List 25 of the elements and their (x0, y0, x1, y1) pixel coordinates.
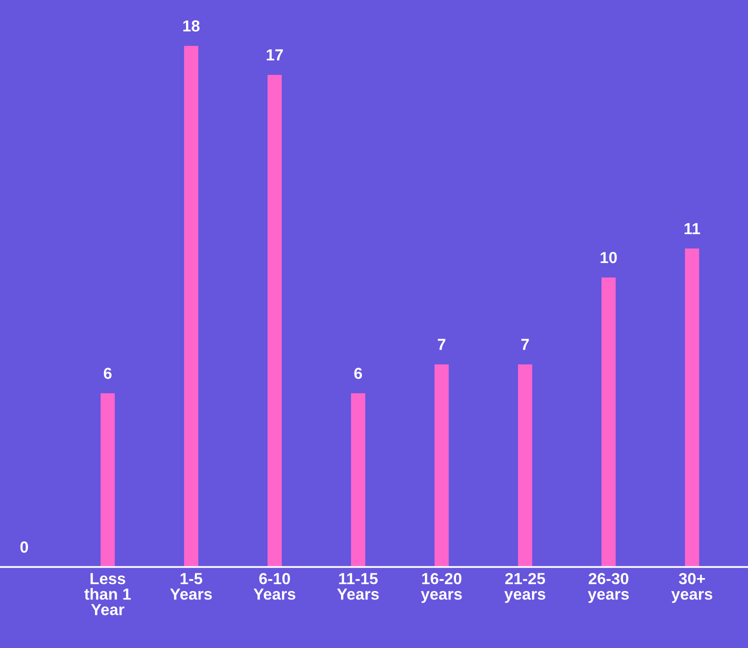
x-tick-label: 11-15 Years (337, 573, 379, 600)
bar (184, 46, 198, 567)
data-label: 6 (354, 368, 362, 380)
x-tick-label: 21-25 years (504, 572, 546, 603)
data-label: 7 (438, 338, 446, 350)
x-tick-label: 6-10 Years (254, 572, 296, 600)
data-label: 10 (600, 252, 617, 264)
data-label: 11 (684, 223, 700, 234)
bar (268, 74, 282, 567)
data-label: 6 (104, 368, 112, 380)
bar (351, 393, 366, 567)
bar (601, 277, 616, 567)
bar (434, 364, 449, 567)
x-tick-label: 16-20 years (420, 572, 462, 603)
data-label: 18 (183, 20, 200, 32)
bar (684, 248, 700, 567)
x-tick-label: Less than 1 Year (84, 573, 131, 616)
x-tick-label: 26-30 years (588, 572, 629, 603)
data-label: 0 (20, 541, 28, 553)
data-label: 17 (266, 49, 283, 60)
x-tick-label: 30+ years (671, 572, 712, 603)
bar (100, 393, 115, 567)
x-tick-label: 1-5 Years (170, 573, 212, 600)
data-label: 7 (521, 338, 529, 350)
bar (518, 364, 532, 567)
